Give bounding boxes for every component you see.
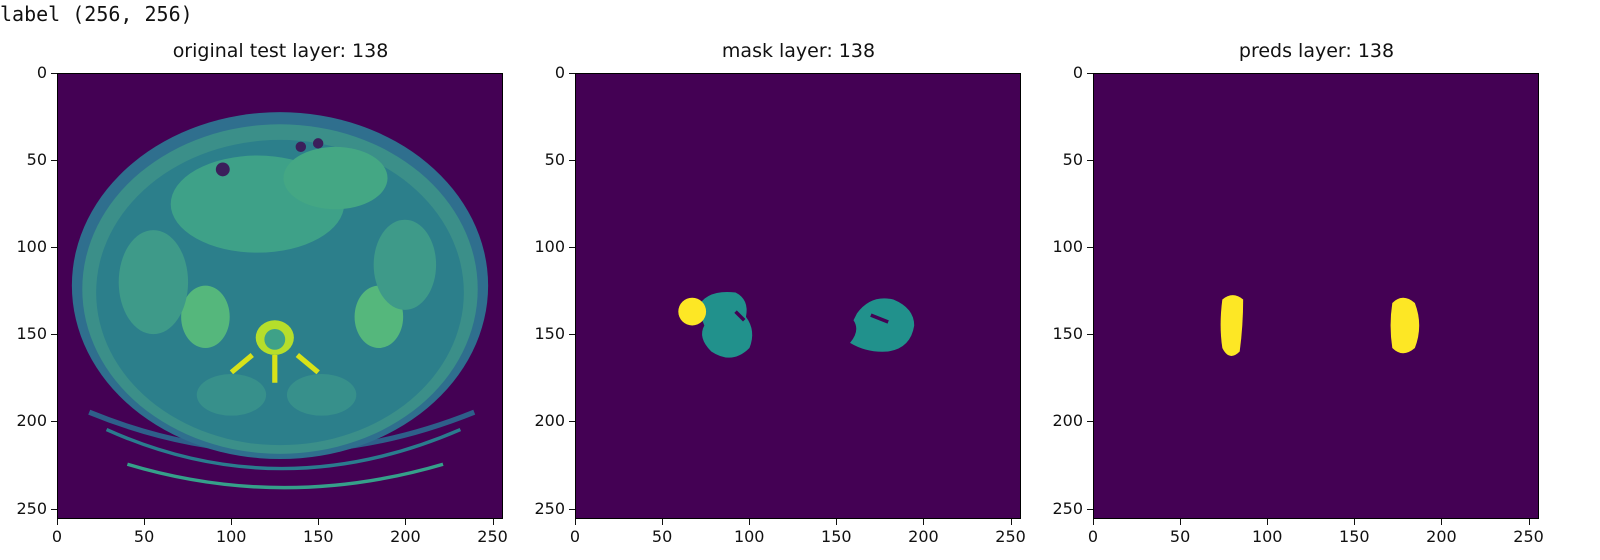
y-tick-mark: [569, 160, 575, 162]
subplot-title: mask layer: 138: [721, 40, 876, 62]
x-tick-mark: [662, 519, 664, 525]
x-tick-label: 150: [303, 527, 334, 546]
x-tick-label: 100: [733, 527, 765, 546]
x-tick-label: 150: [821, 527, 852, 546]
x-tick-label: 150: [1339, 527, 1370, 546]
subplot-preds: preds layer: 138 0 50 100 150 200 250 0 50 100 1…: [1036, 36, 1556, 556]
subplot-mask: mask layer: 138 0 50 100 150 200 250 0 50 100 15…: [518, 36, 1038, 556]
y-tick-mark: [569, 334, 575, 336]
y-tick-mark: [1087, 334, 1093, 336]
y-tick-label: 0: [1072, 63, 1083, 82]
mask-image: [575, 73, 1021, 519]
y-tick-label: 250: [1052, 498, 1083, 518]
x-axis: 0 50 100 150 200 250: [1088, 519, 1544, 555]
y-tick-mark: [1087, 160, 1093, 162]
x-axis: 0 50 100 150 200 250: [570, 519, 1026, 555]
x-tick-label: 100: [1251, 527, 1283, 546]
y-tick-mark: [51, 421, 57, 423]
y-tick-mark: [1087, 421, 1093, 423]
x-tick-mark: [492, 519, 494, 525]
x-tick-label: 200: [908, 527, 939, 546]
y-tick-mark: [51, 73, 57, 74]
y-tick-mark: [1087, 247, 1093, 249]
y-tick-label: 100: [534, 237, 565, 257]
x-tick-label: 100: [215, 527, 247, 546]
x-tick-label: 250: [995, 527, 1026, 546]
x-tick-mark: [749, 519, 751, 525]
y-axis: 0 50 100 150 200 250: [1036, 65, 1093, 519]
ct-image: [57, 73, 503, 519]
y-tick-mark: [51, 160, 57, 162]
y-tick-label: 150: [16, 324, 47, 344]
x-tick-label: 200: [1426, 527, 1457, 546]
x-tick-label: 0: [51, 527, 63, 546]
x-tick-mark: [1180, 519, 1182, 525]
x-tick-mark: [836, 519, 838, 525]
x-tick-mark: [405, 519, 407, 525]
x-tick-label: 250: [1513, 527, 1544, 546]
x-tick-mark: [1093, 519, 1094, 525]
y-tick-label: 100: [1052, 237, 1083, 257]
y-tick-label: 200: [534, 411, 565, 431]
x-tick-mark: [57, 519, 58, 525]
y-tick-mark: [569, 73, 575, 74]
y-tick-mark: [51, 508, 57, 510]
x-tick-mark: [575, 519, 576, 525]
y-tick-label: 250: [16, 498, 47, 518]
x-tick-mark: [1354, 519, 1356, 525]
y-tick-mark: [569, 247, 575, 249]
y-tick-label: 200: [16, 411, 47, 431]
subplot-original: original test layer: 138 0 50 100 150 200 250: [0, 36, 520, 556]
y-tick-label: 0: [554, 63, 565, 82]
y-tick-mark: [51, 334, 57, 336]
y-tick-label: 150: [534, 324, 565, 344]
y-tick-label: 150: [1052, 324, 1083, 344]
preds-image: [1093, 73, 1539, 519]
y-tick-label: 50: [1062, 150, 1083, 170]
y-tick-label: 0: [36, 63, 47, 82]
x-tick-mark: [923, 519, 925, 525]
subplot-title: preds layer: 138: [1238, 40, 1395, 62]
y-axis: 0 50 100 150 200 250: [0, 65, 57, 519]
x-tick-mark: [1267, 519, 1269, 525]
y-tick-label: 50: [544, 150, 565, 170]
y-tick-label: 100: [16, 237, 47, 257]
x-axis: 0 50 100 150 200 250: [52, 519, 508, 555]
console-output-line: label (256, 256): [0, 2, 193, 26]
x-tick-mark: [144, 519, 146, 525]
x-tick-mark: [1528, 519, 1530, 525]
y-axis: 0 50 100 150 200 250: [518, 65, 575, 519]
x-tick-label: 50: [133, 527, 155, 546]
y-tick-mark: [1087, 73, 1093, 74]
y-tick-mark: [51, 247, 57, 249]
x-tick-mark: [1441, 519, 1443, 525]
y-tick-label: 200: [1052, 411, 1083, 431]
x-tick-mark: [1010, 519, 1012, 525]
x-tick-label: 0: [569, 527, 581, 546]
y-tick-label: 250: [534, 498, 565, 518]
x-tick-label: 200: [390, 527, 421, 546]
x-tick-label: 250: [477, 527, 508, 546]
x-tick-label: 0: [1087, 527, 1099, 546]
y-tick-label: 50: [26, 150, 47, 170]
y-tick-mark: [569, 508, 575, 510]
x-tick-mark: [318, 519, 320, 525]
x-tick-label: 50: [1169, 527, 1191, 546]
x-tick-label: 50: [651, 527, 673, 546]
x-tick-mark: [231, 519, 233, 525]
y-tick-mark: [569, 421, 575, 423]
y-tick-mark: [1087, 508, 1093, 510]
subplot-title: original test layer: 138: [172, 40, 389, 62]
